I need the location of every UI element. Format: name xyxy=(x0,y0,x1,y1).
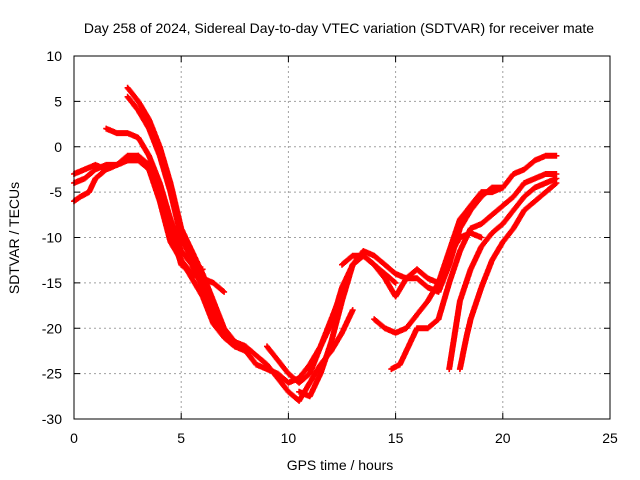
x-tick-label: 10 xyxy=(281,430,297,446)
series-track-11 xyxy=(388,171,560,373)
series-track-13 xyxy=(456,180,560,373)
x-tick-label: 20 xyxy=(495,430,511,446)
series-markers xyxy=(446,175,560,373)
x-tick-label: 5 xyxy=(177,430,185,446)
y-tick-label: -25 xyxy=(42,366,62,382)
y-axis-label: SDTVAR / TECUs xyxy=(6,182,22,294)
y-tick-label: 5 xyxy=(54,93,62,109)
x-tick-label: 15 xyxy=(388,430,404,446)
axis-ticks: 0 5 10 15 20 25 10 5 0 -5 -10 -15 -20 -25 -30 xyxy=(42,48,618,446)
series-track-12 xyxy=(446,175,560,373)
x-tick-label: 25 xyxy=(602,430,618,446)
chart-title: Day 258 of 2024, Sidereal Day-to-day VTE… xyxy=(84,20,594,36)
series-markers xyxy=(456,180,560,373)
y-tick-label: -10 xyxy=(42,230,62,246)
y-tick-label: -30 xyxy=(42,411,62,427)
y-tick-label: -5 xyxy=(50,184,63,200)
data-series xyxy=(71,84,560,404)
y-tick-label: 10 xyxy=(46,48,62,64)
x-axis-label: GPS time / hours xyxy=(287,457,394,473)
y-tick-label: -15 xyxy=(42,275,62,291)
grid-lines xyxy=(74,56,610,419)
series-markers xyxy=(388,171,560,373)
y-tick-label: 0 xyxy=(54,139,62,155)
y-tick-label: -20 xyxy=(42,320,62,336)
x-tick-label: 0 xyxy=(70,430,78,446)
